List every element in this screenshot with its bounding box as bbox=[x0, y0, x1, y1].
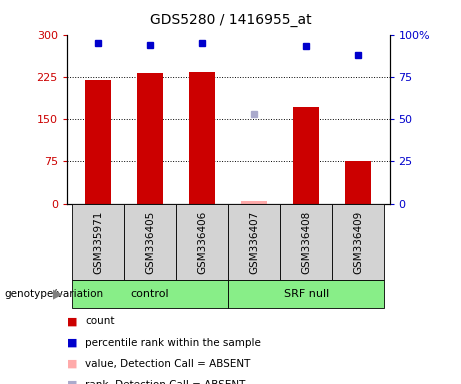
Text: GSM336409: GSM336409 bbox=[353, 210, 363, 273]
Text: GSM336408: GSM336408 bbox=[301, 210, 311, 273]
Text: GSM335971: GSM335971 bbox=[93, 210, 103, 274]
Bar bbox=[72, 204, 124, 280]
Bar bbox=[332, 204, 384, 280]
Bar bbox=[137, 73, 163, 204]
Bar bbox=[228, 280, 384, 308]
Text: ■: ■ bbox=[67, 359, 77, 369]
Text: ■: ■ bbox=[67, 338, 77, 348]
Text: GSM336405: GSM336405 bbox=[145, 210, 155, 273]
Text: genotype/variation: genotype/variation bbox=[5, 289, 104, 299]
Text: ■: ■ bbox=[67, 316, 77, 326]
Bar bbox=[241, 201, 267, 204]
Bar bbox=[228, 204, 280, 280]
Text: SRF null: SRF null bbox=[284, 289, 329, 299]
Bar bbox=[280, 204, 332, 280]
Text: rank, Detection Call = ABSENT: rank, Detection Call = ABSENT bbox=[85, 380, 246, 384]
Bar bbox=[72, 280, 228, 308]
Bar bbox=[293, 107, 319, 204]
Text: control: control bbox=[131, 289, 170, 299]
Text: ■: ■ bbox=[67, 380, 77, 384]
Text: value, Detection Call = ABSENT: value, Detection Call = ABSENT bbox=[85, 359, 251, 369]
Bar bbox=[124, 204, 176, 280]
Text: ▶: ▶ bbox=[53, 288, 62, 301]
Bar bbox=[345, 161, 371, 204]
Text: GDS5280 / 1416955_at: GDS5280 / 1416955_at bbox=[150, 13, 311, 27]
Bar bbox=[85, 79, 111, 204]
Text: count: count bbox=[85, 316, 115, 326]
Bar bbox=[189, 72, 215, 204]
Text: GSM336407: GSM336407 bbox=[249, 210, 259, 273]
Text: GSM336406: GSM336406 bbox=[197, 210, 207, 273]
Text: percentile rank within the sample: percentile rank within the sample bbox=[85, 338, 261, 348]
Bar bbox=[176, 204, 228, 280]
